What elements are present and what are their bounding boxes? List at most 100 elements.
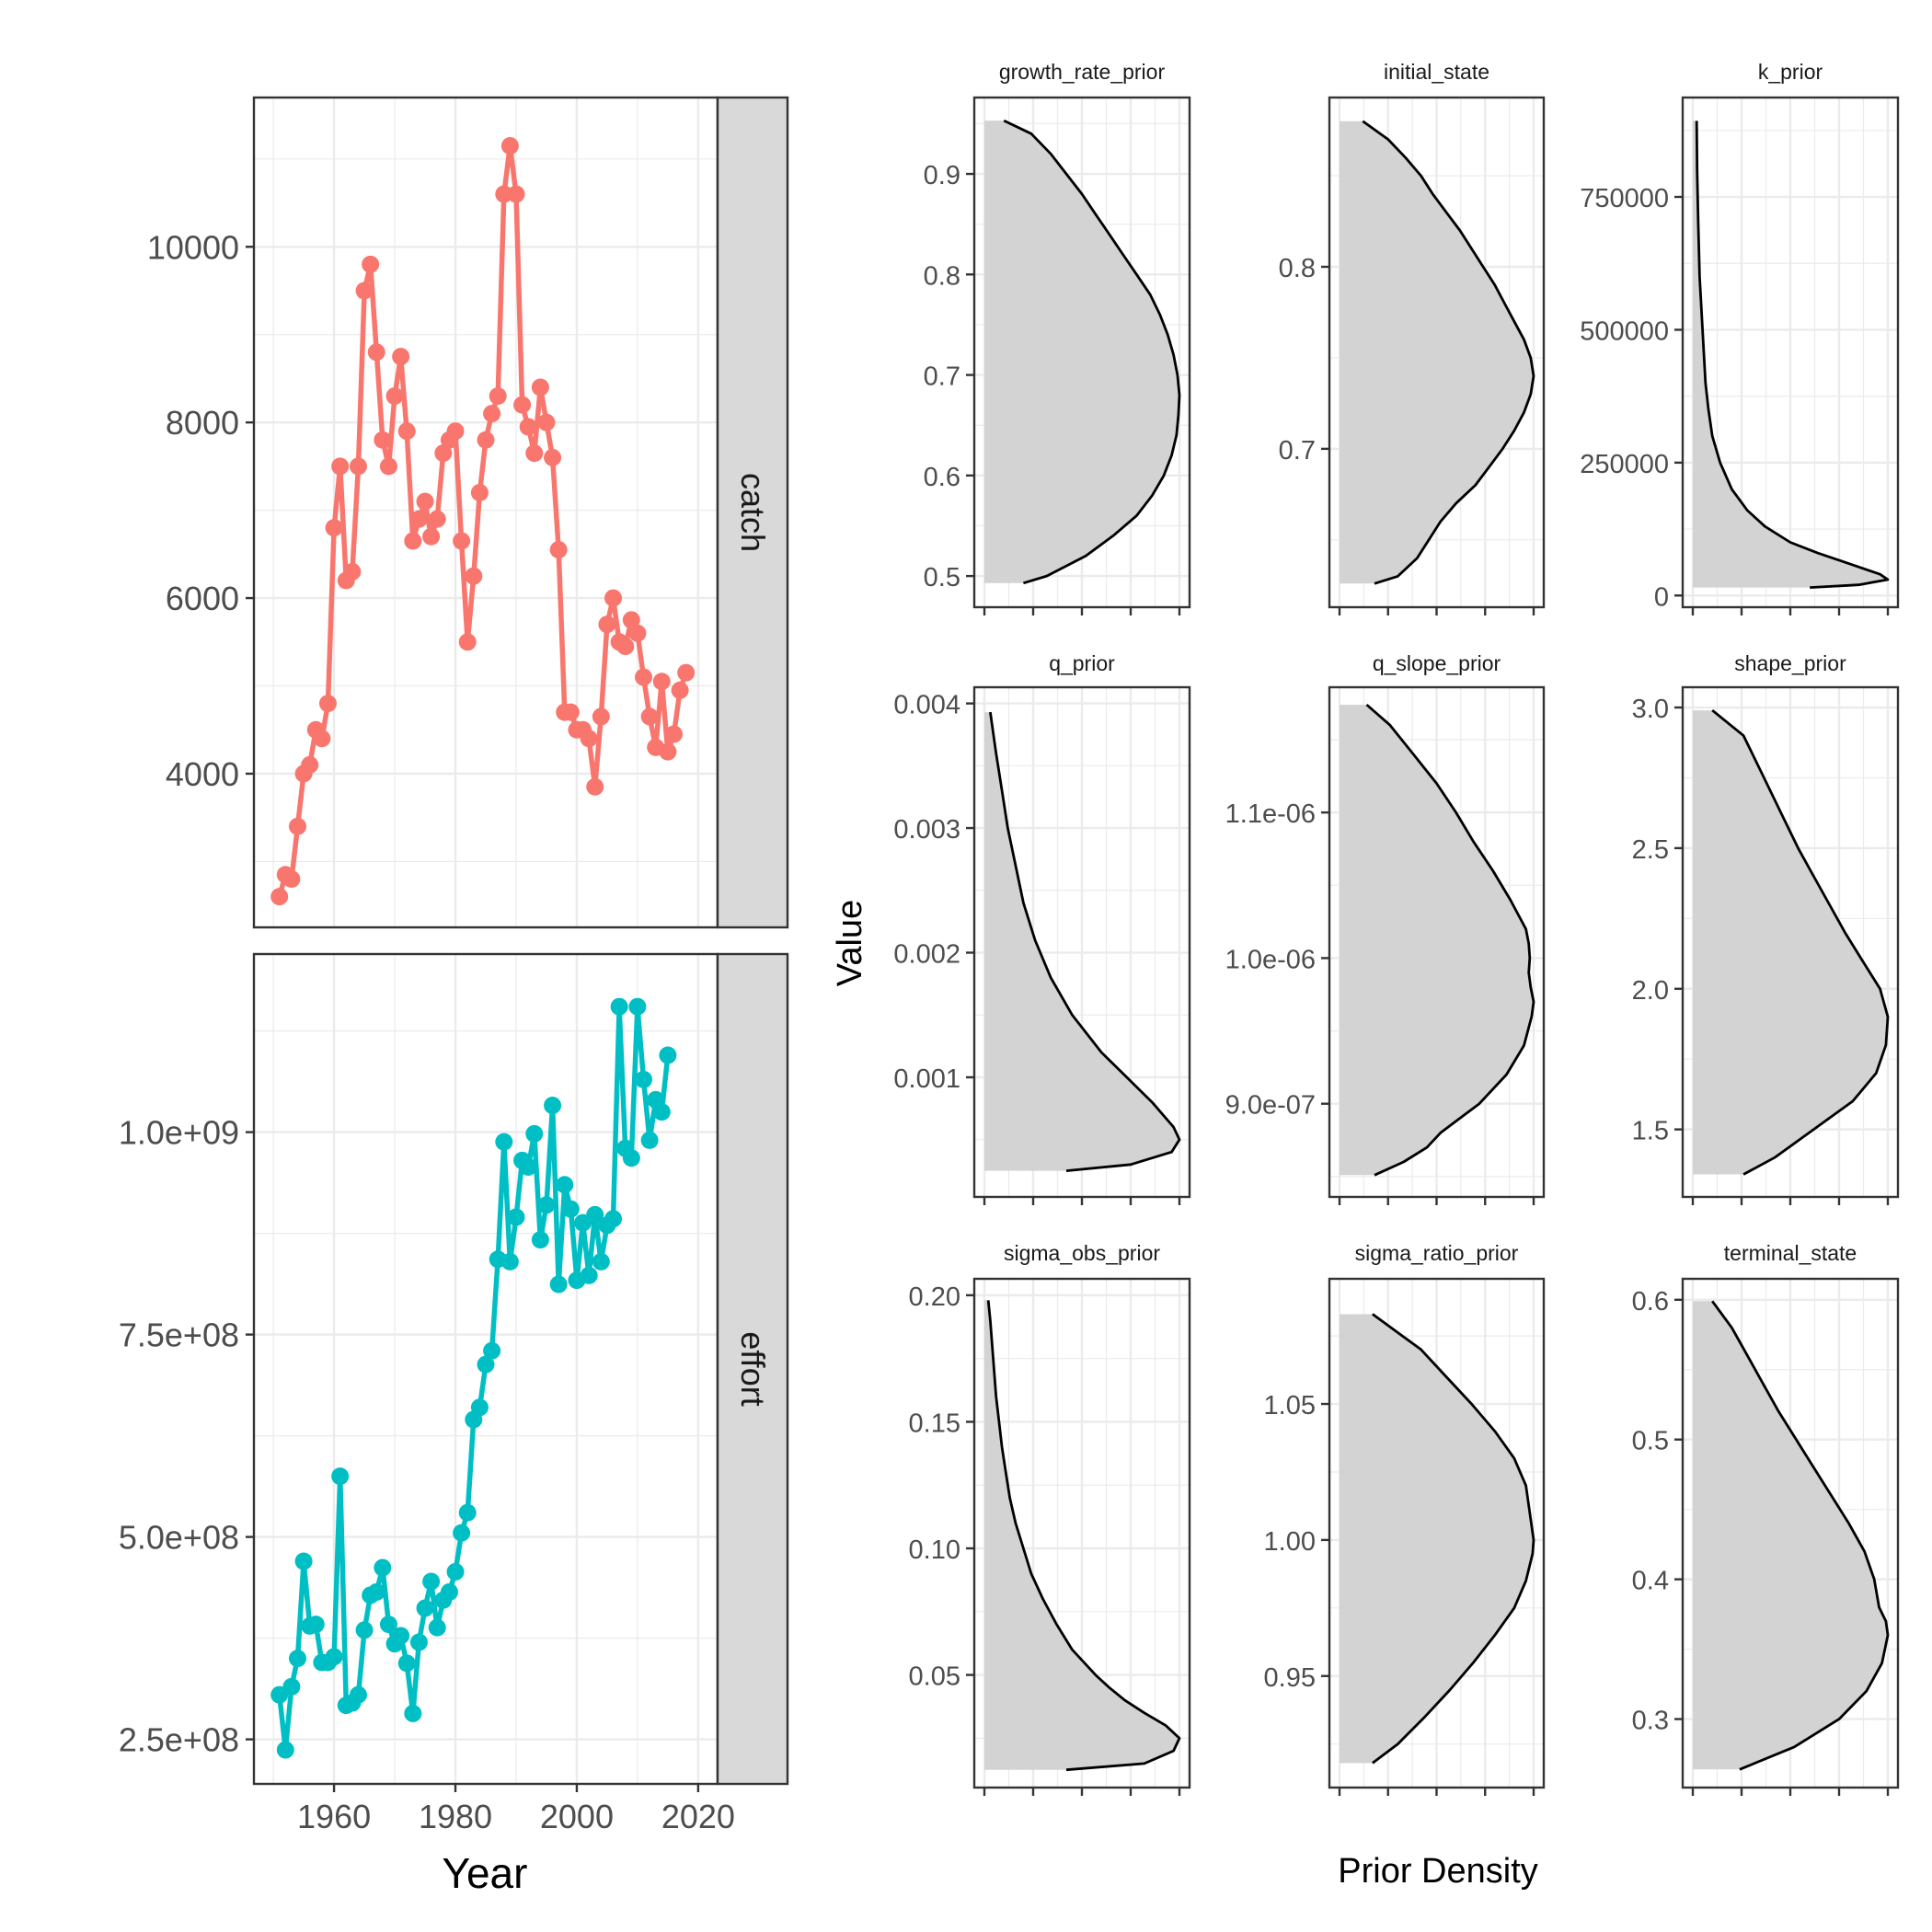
y-tick-label: 0.10 [909,1535,960,1565]
catch-data-point [465,567,483,585]
y-tick-label: 10000 [147,228,239,266]
catch-data-point [392,348,410,366]
catch-data-point [483,405,501,423]
facet-strip-label: shape_prior [1734,651,1846,675]
y-tick-label: 8000 [166,404,239,442]
facet-strip-label: initial_state [1384,60,1489,84]
effort-data-point [537,1196,556,1214]
effort-data-point [392,1627,410,1645]
x-tick-label: 1960 [297,1798,371,1835]
effort-data-point [586,1205,604,1224]
effort-data-point [288,1650,306,1668]
y-tick-label: 0.15 [909,1409,960,1438]
y-tick-label: 0.6 [924,463,960,492]
catch-data-point [355,282,374,300]
effort-data-point [659,1046,677,1064]
effort-data-point [446,1562,465,1581]
facet-strip-label: k_prior [1758,60,1823,84]
catch-data-point [385,387,404,406]
effort-data-point [604,1210,623,1228]
y-tick-label: 0.004 [893,691,960,720]
effort-data-point [404,1704,422,1722]
effort-data-point [282,1677,301,1696]
y-tick-label: 0.7 [924,362,960,392]
catch-data-point [622,611,640,629]
effort-data-point [331,1467,350,1486]
catch-data-point [519,418,537,436]
k_prior-density-line [1695,121,1890,589]
x-tick-label: 2020 [661,1798,735,1835]
y-tick-label: 0.05 [909,1662,960,1692]
sigma_obs_prior-density-line [986,1300,1181,1772]
catch-data-point [665,725,684,743]
x-tick-label: 1980 [419,1798,492,1835]
catch-data-point [525,444,544,463]
y-tick-label: 1.5 [1632,1117,1669,1146]
panel-q_slope_prior: 9.0e-07 1.0e-06 1.1e-06 q_slope_prior [1225,651,1546,1205]
y-tick-label: 1.05 [1264,1391,1316,1420]
effort-data-point [470,1398,489,1417]
y-tick-label: 2.5e+08 [119,1721,239,1759]
catch-data-point [635,668,653,686]
catch-data-point [640,707,659,726]
right-x-axis-title: Prior Density [1338,1852,1538,1891]
effort-data-point [379,1616,397,1634]
catch-data-point [513,396,532,414]
catch-data-point [580,730,598,748]
y-tick-label: 0.8 [1279,254,1316,283]
catch-data-point [362,255,380,273]
y-tick-label: 1.00 [1264,1527,1316,1557]
left-x-axis-title: Year [443,1849,528,1897]
sigma_ratio_prior-density-line [1372,1313,1535,1765]
panel-q_prior: 0.001 0.002 0.003 0.004 q_prior [893,651,1191,1205]
catch-data-point [367,343,385,362]
catch-data-point [495,185,513,203]
effort-data-point [440,1582,458,1601]
effort-data-point [306,1616,325,1634]
catch-data-point [288,817,306,835]
catch-data-point [470,484,489,502]
q_slope_prior-density-area [1340,704,1534,1176]
panel-initial_state: 0.7 0.8 initial_state [1279,60,1546,615]
facet-strip-label: catch [734,473,772,552]
sigma_ratio_prior-density-area [1340,1314,1534,1764]
catch-data-point [379,457,397,476]
q_slope_prior-density-line [1365,703,1535,1177]
effort-data-point [349,1685,367,1704]
catch-data-point [659,742,677,761]
effort-data-point [628,997,647,1016]
effort-data-point [652,1103,671,1121]
effort-data-point [592,1252,610,1271]
y-tick-label: 0.9 [924,161,960,190]
x-tick-label: 2000 [540,1798,614,1835]
y-tick-label: 250000 [1580,450,1669,479]
effort-data-point [610,997,628,1016]
q_prior-density-area [984,712,1179,1171]
y-tick-label: 3.0 [1632,695,1669,724]
y-tick-label: 1.0e+09 [119,1114,239,1152]
catch-data-point [458,633,477,651]
facet-strip [716,952,789,1786]
facet-strip-label: growth_rate_prior [999,60,1166,84]
catch-data-point [446,422,465,441]
right-y-axis-title: Value [831,900,869,986]
catch-data-point [301,755,319,774]
facet-strip-label: terminal_state [1724,1241,1857,1265]
effort-data-point [416,1599,434,1617]
panel-background [254,98,718,927]
effort-data-point [556,1176,574,1194]
shape_prior-density-line [1711,709,1890,1176]
effort-data-point [397,1654,416,1673]
effort-data-point [519,1157,537,1176]
effort-data-point [507,1208,525,1226]
catch-data-point [404,532,422,550]
effort-data-point [355,1621,374,1639]
catch-data-point [549,541,568,559]
catch-data-point [313,730,331,748]
effort-data-point [483,1341,501,1360]
y-tick-label: 500000 [1580,316,1669,346]
terminal_state-density-line [1711,1300,1890,1771]
facet-strip-label: sigma_ratio_prior [1355,1241,1519,1265]
panel-sigma_ratio_prior: 0.95 1.00 1.05 sigma_ratio_prior [1264,1241,1546,1796]
y-tick-label: 0 [1654,582,1669,612]
